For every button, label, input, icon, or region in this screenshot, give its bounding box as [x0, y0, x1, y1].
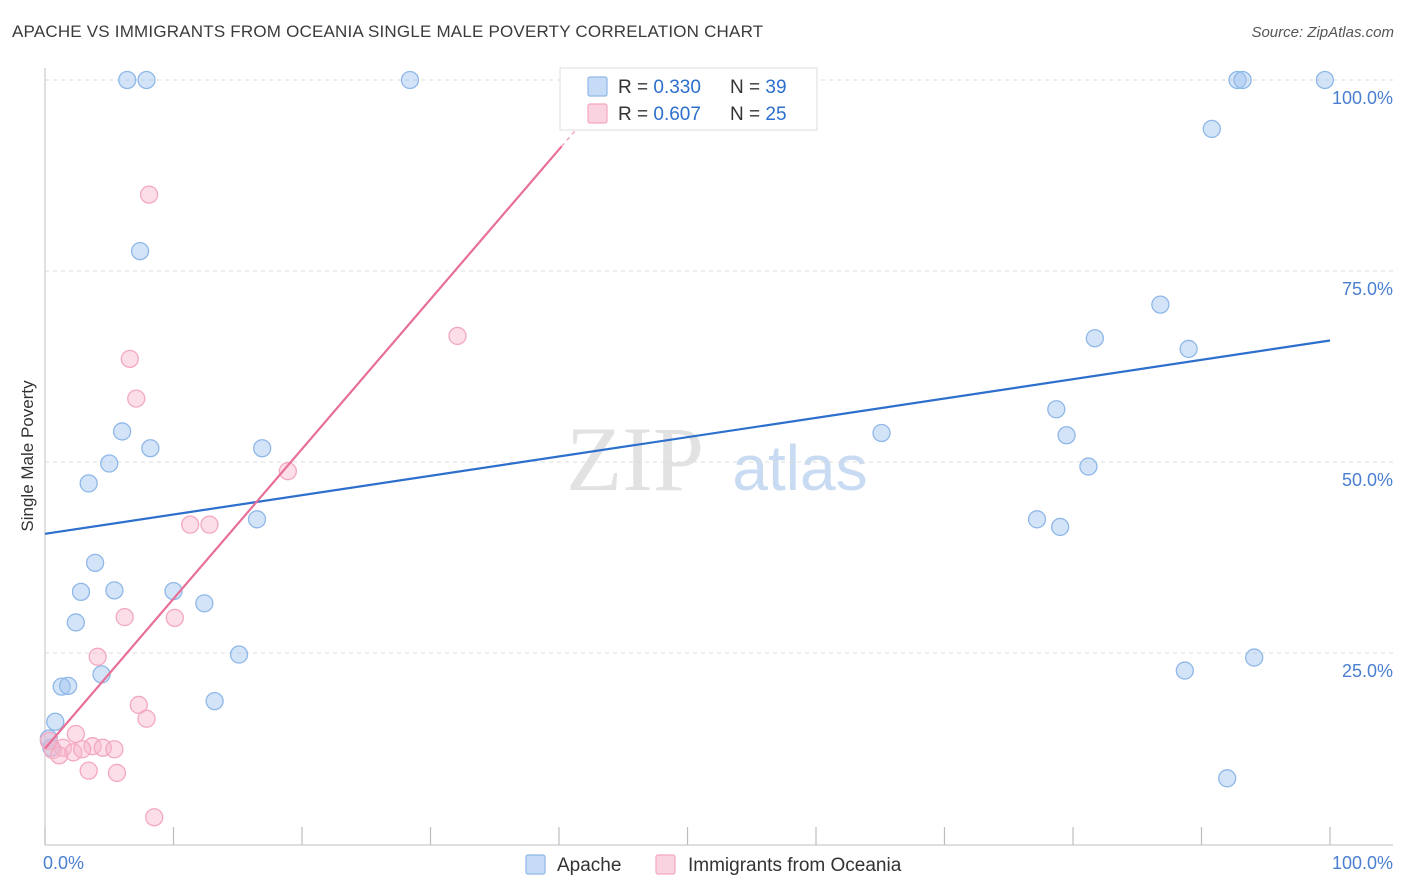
data-point — [1245, 648, 1264, 667]
tick-labels: 25.0% 50.0% 75.0% 100.0% 0.0% 100.0% — [43, 88, 1393, 873]
legend-swatch-apache — [525, 854, 546, 875]
data-point — [1047, 400, 1066, 419]
x-tick-label-min: 0.0% — [43, 853, 84, 873]
trend-line-oceania — [44, 145, 563, 750]
series-apache-points — [39, 70, 1335, 788]
series-oceania-points — [39, 185, 467, 827]
data-point — [46, 712, 65, 731]
data-point — [141, 439, 160, 458]
stats-legend-n-label-oceania: N = 25 — [730, 104, 787, 125]
stats-legend-r-value-apache: 0.330 — [653, 77, 701, 98]
data-point — [1228, 70, 1247, 90]
data-point — [52, 677, 71, 696]
stats-legend-n-value-apache: 39 — [765, 77, 786, 98]
data-point — [200, 515, 219, 534]
data-point — [105, 581, 124, 600]
data-point — [1218, 769, 1237, 788]
data-point — [1079, 457, 1098, 476]
data-point — [130, 241, 150, 261]
data-point — [100, 454, 119, 473]
data-point — [1085, 329, 1104, 348]
stats-legend-swatch-apache — [587, 76, 608, 97]
stats-legend-n-value-oceania: 25 — [765, 104, 786, 125]
data-point — [1233, 70, 1252, 90]
y-tick-label: 75.0% — [1342, 279, 1393, 299]
data-point — [129, 695, 148, 715]
gridlines — [45, 79, 1393, 654]
watermark-zip: ZIP — [566, 408, 704, 510]
data-point — [1057, 426, 1076, 445]
data-point — [145, 808, 164, 827]
chart-title: APACHE VS IMMIGRANTS FROM OCEANIA SINGLE… — [12, 22, 764, 41]
data-point — [71, 582, 91, 602]
stats-legend-swatch-oceania — [587, 103, 608, 124]
data-point — [1027, 510, 1047, 529]
axes — [44, 68, 1393, 846]
data-point — [118, 70, 137, 90]
data-point — [137, 70, 156, 90]
legend-label-apache: Apache — [557, 855, 621, 876]
data-point — [73, 740, 92, 759]
data-point — [139, 185, 159, 204]
data-point — [872, 423, 891, 443]
data-point — [79, 761, 98, 780]
data-point — [195, 594, 214, 613]
data-point — [137, 709, 156, 728]
data-point — [49, 746, 69, 765]
watermark-atlas: atlas — [732, 432, 867, 504]
data-point — [115, 607, 134, 627]
data-point — [88, 647, 107, 666]
y-tick-label: 50.0% — [1342, 470, 1393, 490]
data-point — [1315, 70, 1335, 90]
data-point — [120, 349, 139, 369]
data-point — [247, 510, 267, 529]
data-point — [66, 613, 85, 632]
data-point — [85, 553, 105, 572]
data-point — [79, 474, 98, 493]
y-tick-label: 25.0% — [1342, 661, 1393, 681]
data-point — [93, 738, 112, 757]
stats-legend-r-label-oceania: R = 0.607 — [618, 104, 701, 125]
y-tick-label: 100.0% — [1332, 88, 1393, 108]
y-axis-label: Single Male Poverty — [18, 380, 37, 532]
data-point — [165, 608, 184, 628]
data-point — [448, 326, 467, 346]
data-point — [278, 462, 298, 481]
data-point — [112, 422, 132, 441]
data-point — [400, 70, 420, 90]
data-point — [107, 763, 127, 783]
data-point — [1179, 339, 1198, 359]
data-point — [39, 731, 59, 751]
data-point — [181, 515, 200, 534]
source-label: Source: ZipAtlas.com — [1251, 24, 1394, 41]
trend-lines — [44, 111, 1331, 750]
legend-swatch-oceania — [655, 854, 676, 875]
stats-legend-r-value-oceania: 0.607 — [653, 104, 701, 125]
data-point — [66, 724, 85, 744]
x-tick-label-max: 100.0% — [1332, 853, 1393, 873]
data-point — [1175, 661, 1194, 680]
data-point — [1051, 517, 1070, 537]
data-point — [58, 676, 78, 696]
data-point — [1151, 295, 1170, 314]
data-point — [1202, 119, 1221, 139]
data-point — [205, 691, 224, 711]
stats-legend: R = 0.330 N = 39 R = 0.607 N = 25 — [559, 67, 818, 131]
legend-label-oceania: Immigrants from Oceania — [688, 855, 902, 876]
data-point — [229, 645, 249, 664]
data-point — [127, 389, 146, 408]
stats-legend-r-label-apache: R = 0.330 — [618, 77, 701, 98]
data-point — [105, 740, 124, 759]
data-point — [253, 439, 272, 458]
stats-legend-n-label-apache: N = 39 — [730, 77, 787, 98]
watermark: ZIP atlas — [566, 408, 868, 510]
series-legend: Apache Immigrants from Oceania — [525, 854, 902, 876]
trend-line-apache — [44, 339, 1331, 535]
